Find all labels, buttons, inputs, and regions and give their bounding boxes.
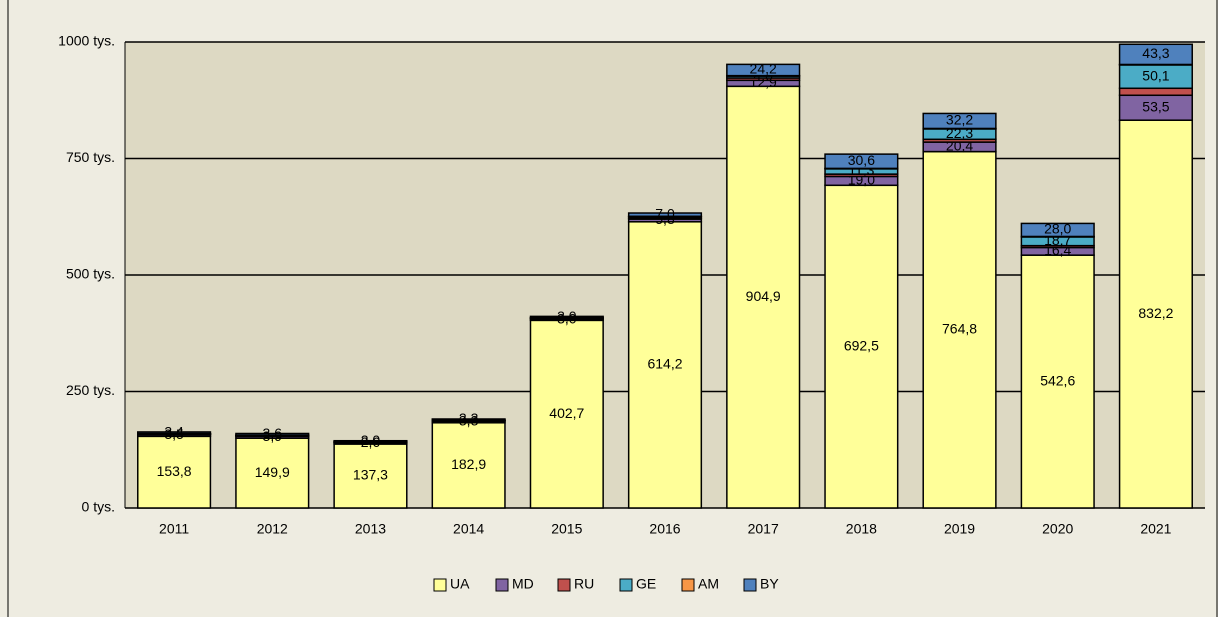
bar-segment xyxy=(922,150,997,509)
data-label: 3,0 xyxy=(557,308,577,324)
bar-segment xyxy=(1118,119,1193,509)
y-tick-label: 500 tys. xyxy=(66,266,115,282)
data-label: 153,8 xyxy=(157,463,192,479)
x-tick-label: 2016 xyxy=(649,521,680,537)
data-label: 542,6 xyxy=(1040,372,1075,388)
bar-segment xyxy=(1118,94,1193,121)
legend-label: UA xyxy=(450,576,470,592)
data-label: 24,2 xyxy=(750,61,777,77)
legend-swatch xyxy=(681,578,695,592)
x-tick-label: 2017 xyxy=(748,521,779,537)
legend-swatch xyxy=(495,578,509,592)
data-label: 614,2 xyxy=(647,356,682,372)
bar-segment xyxy=(1118,87,1193,97)
legend-label: BY xyxy=(760,576,779,592)
x-tick-label: 2021 xyxy=(1140,521,1171,537)
bar-segment xyxy=(529,315,604,319)
bar-segment xyxy=(824,153,899,170)
legend-swatch xyxy=(743,578,757,592)
bar-segment xyxy=(137,435,212,509)
x-tick-label: 2013 xyxy=(355,521,386,537)
data-label: 904,9 xyxy=(746,288,781,304)
y-tick-label: 250 tys. xyxy=(66,382,115,398)
bar-segment xyxy=(137,431,212,435)
legend-swatch xyxy=(619,578,633,592)
x-tick-label: 2012 xyxy=(257,521,288,537)
x-tick-label: 2015 xyxy=(551,521,582,537)
data-label: 7,0 xyxy=(655,205,675,221)
legend-label: GE xyxy=(636,576,656,592)
data-label: 182,9 xyxy=(451,456,486,472)
bar-segment xyxy=(333,439,408,443)
bar-segment xyxy=(726,85,801,509)
bar-segment xyxy=(431,422,506,509)
bar-segment xyxy=(1020,222,1095,238)
data-label: 149,9 xyxy=(255,464,290,480)
bar-segment xyxy=(529,319,604,509)
data-label: 2,0 xyxy=(361,432,381,448)
data-label: 3,4 xyxy=(164,423,184,439)
data-label: 30,6 xyxy=(848,152,875,168)
bar-segment xyxy=(333,443,408,509)
legend-swatch xyxy=(433,578,447,592)
bar-segment xyxy=(235,432,310,436)
x-tick-label: 2011 xyxy=(159,521,189,537)
x-tick-label: 2019 xyxy=(944,521,975,537)
bar-segment xyxy=(627,212,703,218)
data-label: 2,3 xyxy=(459,410,479,426)
data-label: 32,2 xyxy=(946,112,973,128)
x-tick-label: 2014 xyxy=(453,521,484,537)
y-tick-label: 750 tys. xyxy=(66,149,115,165)
data-label: 50,1 xyxy=(1142,67,1169,83)
data-label: 3,6 xyxy=(263,425,283,441)
data-label: 53,5 xyxy=(1142,98,1169,114)
bar-segment xyxy=(922,112,997,130)
legend-label: MD xyxy=(512,576,534,592)
data-label: 832,2 xyxy=(1138,305,1173,321)
bar-segment xyxy=(1118,43,1193,66)
bar-segment xyxy=(726,63,801,77)
data-label: 28,0 xyxy=(1044,221,1071,237)
data-label: 43,3 xyxy=(1142,45,1169,61)
y-tick-label: 1000 tys. xyxy=(58,33,115,49)
data-label: 764,8 xyxy=(942,321,977,337)
bar-segment xyxy=(627,221,703,509)
bar-segment xyxy=(235,437,310,509)
bar-segment xyxy=(1020,254,1095,509)
data-label: 692,5 xyxy=(844,337,879,353)
x-tick-label: 2020 xyxy=(1042,521,1073,537)
legend-label: RU xyxy=(574,576,594,592)
bar-segment xyxy=(431,418,506,421)
legend-swatch xyxy=(557,578,571,592)
bar-segment xyxy=(824,184,899,509)
legend-label: AM xyxy=(698,576,719,592)
y-tick-label: 0 tys. xyxy=(82,499,115,515)
x-tick-label: 2018 xyxy=(846,521,877,537)
data-label: 137,3 xyxy=(353,467,388,483)
data-label: 402,7 xyxy=(549,405,584,421)
